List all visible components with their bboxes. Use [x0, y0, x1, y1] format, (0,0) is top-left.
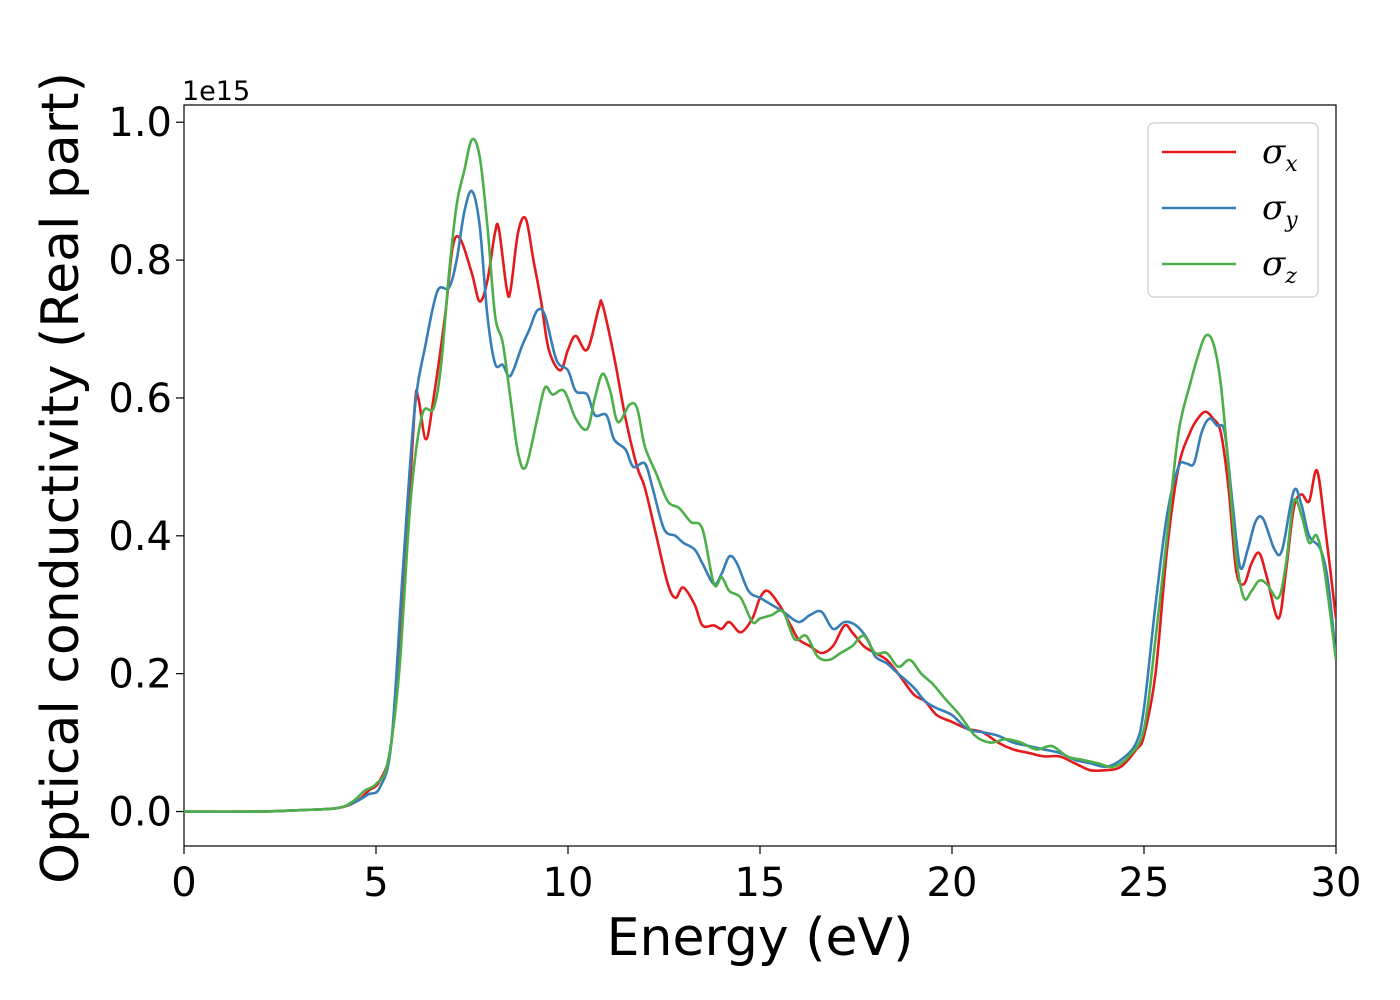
x-tick-label: 5	[363, 860, 388, 906]
y-tick-label: 0.6	[108, 376, 172, 422]
y-tick-label: 0.8	[108, 238, 172, 284]
x-axis: 0 5 10 15 20 25 30	[171, 846, 1361, 906]
legend-box	[1147, 122, 1319, 298]
y-tick-label: 0.2	[108, 652, 172, 698]
y-offset-label: 1e15	[182, 76, 250, 107]
legend-label-z: σz	[1262, 244, 1297, 289]
series-line-z	[184, 137, 1336, 813]
y-axis-label: Optical conductivity (Real part)	[31, 72, 91, 884]
legend-label-x: σx	[1262, 132, 1298, 177]
x-tick-label: 10	[543, 860, 594, 906]
y-tick-label: 0.0	[108, 790, 172, 836]
x-axis-label: Energy (eV)	[607, 908, 914, 968]
y-tick-label: 1.0	[108, 100, 172, 146]
x-tick-label: 25	[1119, 860, 1170, 906]
series-layer	[184, 137, 1336, 813]
legend-label-y: σy	[1262, 188, 1298, 233]
y-tick-label: 0.4	[108, 514, 172, 560]
x-tick-label: 0	[171, 860, 196, 906]
x-tick-label: 15	[735, 860, 786, 906]
series-line-x	[184, 215, 1336, 813]
y-axis: 0.0 0.2 0.4 0.6 0.8 1.0	[108, 100, 184, 836]
legend: σx σy σz	[1147, 122, 1319, 298]
legend-entries: σx σy σz	[1162, 132, 1298, 289]
x-tick-label: 20	[927, 860, 978, 906]
x-tick-label: 30	[1311, 860, 1362, 906]
